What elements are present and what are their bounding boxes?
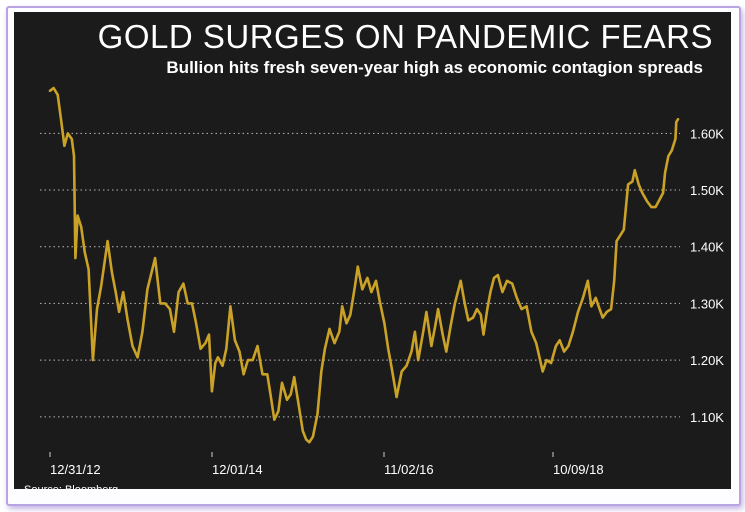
chart-subtitle: Bullion hits fresh seven-year high as ec…	[166, 58, 703, 77]
series-layer	[48, 86, 680, 444]
source-note: Source: Bloomberg	[24, 484, 119, 496]
x-tick-label: 12/01/14	[212, 462, 263, 477]
x-tick-label: 11/02/16	[384, 462, 434, 477]
chart-panel	[14, 12, 731, 489]
y-tick-label: 1.60K	[690, 126, 724, 141]
gridlines	[40, 132, 680, 418]
chart-title: GOLD SURGES ON PANDEMIC FEARS	[97, 18, 713, 55]
y-tick-label: 1.40K	[690, 240, 724, 255]
y-tick-label: 1.20K	[690, 353, 724, 368]
y-axis-ticks: 1.10K 1.20K 1.30K 1.40K 1.50K 1.60K	[690, 126, 724, 424]
series-line	[48, 86, 680, 444]
y-tick-label: 1.50K	[690, 183, 724, 198]
y-tick-label: 1.30K	[690, 296, 724, 311]
x-tick-label: 10/09/18	[553, 462, 604, 477]
y-tick-label: 1.10K	[690, 410, 724, 425]
x-tick-label: 12/31/12	[50, 462, 101, 477]
x-axis-ticks: 12/31/12 12/01/14 11/02/16 10/09/18	[49, 452, 604, 477]
